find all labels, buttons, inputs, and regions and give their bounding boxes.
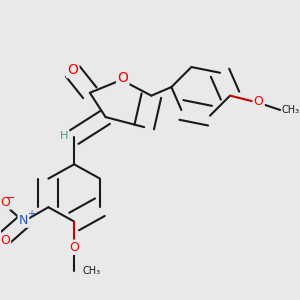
- Text: O: O: [254, 95, 264, 108]
- Text: O: O: [69, 241, 79, 254]
- Text: +: +: [27, 209, 34, 219]
- Text: O: O: [67, 63, 78, 77]
- Text: CH₃: CH₃: [82, 266, 100, 276]
- Text: CH₃: CH₃: [281, 105, 300, 115]
- Text: N: N: [19, 214, 28, 226]
- Text: H: H: [60, 131, 68, 141]
- Text: O: O: [117, 70, 128, 85]
- Text: O: O: [0, 235, 10, 248]
- Text: −: −: [6, 193, 15, 203]
- Text: O: O: [0, 196, 10, 208]
